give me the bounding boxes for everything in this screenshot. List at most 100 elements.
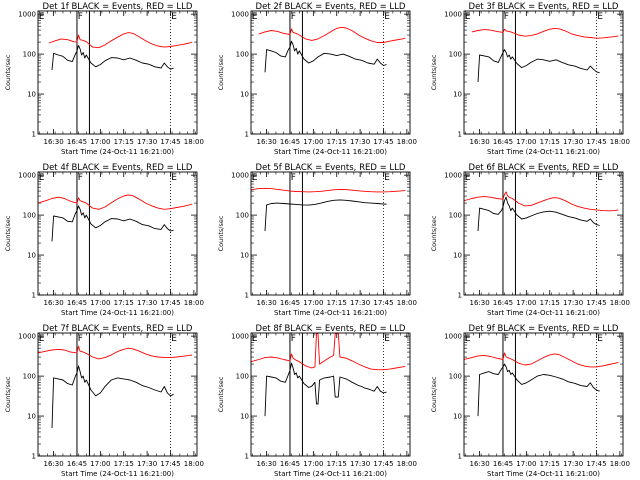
lld-series-line <box>48 32 193 49</box>
x-tick-label: 16:45 <box>67 460 87 468</box>
y-tick-label: 1 <box>458 453 462 461</box>
y-tick-label: 1 <box>32 131 36 139</box>
x-tick-label: 17:00 <box>90 138 110 146</box>
plot-frame <box>37 171 198 296</box>
x-tick-label: 16:30 <box>256 299 276 307</box>
y-axis-label: Counts/sec <box>430 376 438 412</box>
y-axis-label: Counts/sec <box>4 215 12 251</box>
y-tick-label: 100 <box>23 51 36 59</box>
x-tick-label: 16:45 <box>280 299 300 307</box>
x-tick-label: 18:00 <box>397 299 417 307</box>
x-tick-label: 18:00 <box>397 460 417 468</box>
x-tick-label: 17:45 <box>373 460 393 468</box>
interval-f-label: F <box>291 334 296 344</box>
y-axis-label: Counts/sec <box>430 215 438 251</box>
data-area <box>38 172 193 295</box>
x-tick-label: 17:30 <box>137 460 157 468</box>
interval-f-label: F <box>504 173 509 183</box>
y-tick-label: 10 <box>453 252 462 260</box>
y-tick-label: 1 <box>458 131 462 139</box>
x-axis-label: Start Time (24-Oct-11 16:21:00) <box>487 470 600 478</box>
x-tick-label: 17:00 <box>303 460 323 468</box>
x-tick-label: 16:45 <box>493 460 513 468</box>
panel-7: Det 7f BLACK = Events, RED = LLD Counts/s… <box>4 324 204 478</box>
interval-f-label: F <box>78 173 83 183</box>
x-tick-label: 17:00 <box>516 138 536 146</box>
events-series-line <box>264 199 387 232</box>
y-tick-label: 1000 <box>231 11 249 19</box>
x-axis-label: Start Time (24-Oct-11 16:21:00) <box>274 148 387 156</box>
x-tick-label: 18:00 <box>184 460 204 468</box>
interval-e-label: E <box>465 173 471 183</box>
x-tick-label: 17:15 <box>114 299 134 307</box>
plot-frame <box>463 171 624 296</box>
plot-frame <box>463 332 624 457</box>
lld-series-line <box>38 345 193 360</box>
interval-e-label: E <box>171 173 177 183</box>
x-tick-label: 17:00 <box>90 460 110 468</box>
x-tick-label: 17:15 <box>540 138 560 146</box>
x-axis-label: Start Time (24-Oct-11 16:21:00) <box>61 148 174 156</box>
y-tick-label: 100 <box>449 51 462 59</box>
x-tick-label: 17:45 <box>586 460 606 468</box>
y-tick-label: 100 <box>236 373 249 381</box>
x-tick-label: 18:00 <box>184 138 204 146</box>
x-axis-label: Start Time (24-Oct-11 16:21:00) <box>61 309 174 317</box>
data-area <box>464 333 619 456</box>
y-tick-label: 1 <box>32 453 36 461</box>
lld-series-line <box>251 187 406 193</box>
x-tick-label: 17:45 <box>160 299 180 307</box>
x-tick-label: 17:45 <box>160 138 180 146</box>
panel-title: Det 8f BLACK = Events, RED = LLD <box>256 324 406 334</box>
y-tick-label: 1 <box>245 131 249 139</box>
interval-e-label: E <box>252 173 258 183</box>
y-tick-label: 10 <box>240 413 249 421</box>
panel-1: Det 1f BLACK = Events, RED = LLD Counts/s… <box>4 2 204 156</box>
y-tick-label: 1 <box>245 292 249 300</box>
panel-3: Det 3f BLACK = Events, RED = LLD Counts/s… <box>430 2 630 156</box>
interval-e-label: E <box>252 12 258 22</box>
y-tick-label: 100 <box>449 212 462 220</box>
x-axis-label: Start Time (24-Oct-11 16:21:00) <box>487 148 600 156</box>
interval-e-label: E <box>39 12 45 22</box>
y-tick-label: 1000 <box>231 172 249 180</box>
interval-e-label: E <box>384 173 390 183</box>
panel-2: Det 2f BLACK = Events, RED = LLD Counts/s… <box>217 2 417 156</box>
plot-frame <box>250 10 411 135</box>
interval-e-label: E <box>465 12 471 22</box>
x-tick-label: 17:00 <box>90 299 110 307</box>
events-series-line <box>477 196 600 232</box>
plot-frame <box>250 332 411 457</box>
x-tick-label: 16:30 <box>43 138 63 146</box>
x-tick-label: 16:45 <box>280 138 300 146</box>
events-series-line <box>51 205 174 242</box>
data-area <box>38 333 193 456</box>
panel-title: Det 9f BLACK = Events, RED = LLD <box>469 324 619 334</box>
y-tick-label: 1000 <box>18 11 36 19</box>
panel-6: Det 6f BLACK = Events, RED = LLD Counts/s… <box>430 163 630 317</box>
y-axis-label: Counts/sec <box>217 376 225 412</box>
x-axis-label: Start Time (24-Oct-11 16:21:00) <box>61 470 174 478</box>
x-tick-label: 17:00 <box>516 299 536 307</box>
x-tick-label: 16:45 <box>493 299 513 307</box>
x-tick-label: 17:15 <box>327 299 347 307</box>
x-tick-label: 17:15 <box>327 138 347 146</box>
events-series-line <box>264 40 387 73</box>
events-series-line <box>51 365 174 429</box>
interval-e-label: E <box>384 334 390 344</box>
interval-f-label: F <box>504 334 509 344</box>
x-tick-label: 16:30 <box>256 138 276 146</box>
x-tick-label: 17:00 <box>303 299 323 307</box>
interval-e-label: E <box>171 12 177 22</box>
plot-frame <box>463 10 624 135</box>
y-tick-label: 1000 <box>231 333 249 341</box>
y-tick-label: 1 <box>245 453 249 461</box>
data-area <box>251 11 406 134</box>
x-axis-label: Start Time (24-Oct-11 16:21:00) <box>274 470 387 478</box>
events-series-line <box>264 362 387 417</box>
lld-series-line <box>251 333 406 371</box>
data-area <box>251 172 406 295</box>
x-tick-label: 16:30 <box>43 299 63 307</box>
x-tick-label: 17:00 <box>516 460 536 468</box>
